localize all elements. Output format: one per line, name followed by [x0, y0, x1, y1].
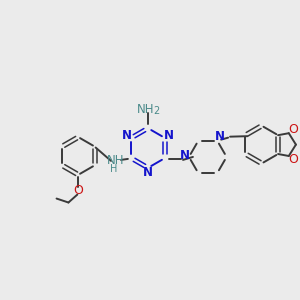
Text: O: O: [288, 154, 298, 166]
Text: N: N: [143, 166, 153, 179]
Text: NH: NH: [137, 103, 155, 116]
Text: N: N: [122, 129, 132, 142]
Text: 2: 2: [153, 106, 159, 116]
Text: N: N: [164, 129, 174, 142]
Text: O: O: [288, 123, 298, 136]
Text: N: N: [215, 130, 225, 143]
Text: H: H: [110, 164, 118, 174]
Text: O: O: [74, 184, 83, 197]
Text: NH: NH: [107, 154, 125, 167]
Text: N: N: [180, 149, 190, 162]
